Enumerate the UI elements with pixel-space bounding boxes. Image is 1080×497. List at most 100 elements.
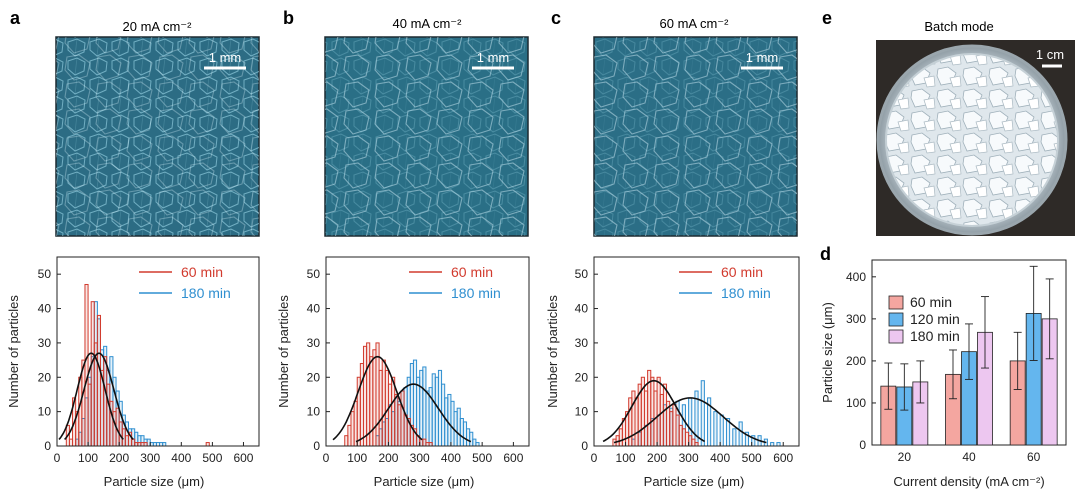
panel-label-e: e [822,8,832,28]
panel-title-c: 60 mA cm⁻² [660,16,730,31]
y-tick-label: 20 [38,370,52,384]
axes-frame [593,256,800,447]
y-tick-label: 0 [581,439,588,453]
histogram-bar [713,411,718,447]
x-tick-label: 0 [323,451,330,465]
x-tick-label: 300 [410,451,430,465]
legend-swatch [888,329,904,344]
y-axis-label: Particle size (μm) [820,302,835,403]
x-tick-label: 600 [773,451,793,465]
histogram-bar [143,442,148,447]
x-axis-label: Current density (mA cm⁻²) [893,474,1044,489]
legend-swatch [888,295,904,310]
histogram-bar [475,442,480,447]
histogram-bar [162,442,167,447]
x-tick-label: 400 [441,451,461,465]
legend-label: 180 min [451,285,501,301]
bar-chart-d: 20 40 60 0 100 200 300 400 Current density (mA c… [820,259,1067,489]
legend-label: 60 min [910,294,952,310]
x-tick-label: 200 [109,451,129,465]
x-tick-label: 400 [171,451,191,465]
y-tick-label: 50 [575,267,589,281]
y-tick-label: 100 [846,396,866,410]
y-tick-label: 200 [846,354,866,368]
y-tick-label: 30 [38,336,52,350]
panel-title-a: 20 mA cm⁻² [123,19,193,34]
y-tick-label: 30 [307,336,321,350]
histogram-bar [732,428,737,447]
x-tick-label: 100 [347,451,367,465]
y-tick-label: 40 [307,302,321,316]
y-tick-label: 20 [307,370,321,384]
histogram-bar [428,442,433,447]
fit-curve [355,383,472,443]
panel-label-c: c [551,8,561,28]
y-tick-label: 10 [307,405,321,419]
series-60-min [65,283,210,447]
x-tick-label: 200 [647,451,667,465]
batch-photo-e: 1 cm [876,40,1075,236]
histogram-bar [700,380,705,447]
histogram-bar [694,442,699,447]
x-tick-label: 20 [898,450,912,464]
fit-curve [332,355,423,441]
y-tick-label: 0 [313,439,320,453]
x-tick-label: 300 [679,451,699,465]
histogram-bar [770,442,775,447]
y-tick-label: 40 [575,302,589,316]
panel-title-e: Batch mode [924,19,993,34]
histogram-bar [776,442,781,447]
y-axis-label: Number of particles [545,295,560,408]
y-axis-label: Number of particles [6,295,21,408]
legend-label: 180 min [910,328,960,344]
y-tick-label: 50 [307,267,321,281]
axes-frame [325,256,530,447]
panel-label-d: d [820,244,831,264]
histogram-a: 0 100 200 300 400 500 600 0 10 20 30 40 50 Particle s… [6,256,260,489]
fit-curve [58,352,124,440]
panel-label-b: b [283,8,294,28]
histogram-bar [205,442,210,447]
scale-bar-label: 1 mm [209,50,242,65]
legend-label: 60 min [181,264,223,280]
y-tick-label: 0 [44,439,51,453]
y-tick-label: 20 [575,370,589,384]
scale-bar-label: 1 mm [746,50,779,65]
micrograph-b: 1 mm [324,36,529,237]
legend-label: 180 min [721,285,771,301]
x-tick-label: 400 [710,451,730,465]
x-tick-label: 300 [140,451,160,465]
x-tick-label: 600 [233,451,253,465]
legend-swatch [888,312,904,327]
panel-label-a: a [10,8,21,28]
y-tick-label: 400 [846,270,866,284]
micrograph-a: 1 mm [55,36,260,237]
micrograph-c: 1 mm [593,36,798,237]
x-tick-label: 0 [591,451,598,465]
x-tick-label: 60 [1027,450,1041,464]
y-tick-label: 50 [38,267,52,281]
histogram-c: 0 100 200 300 400 500 600 0 10 20 30 40 50 Particle s… [545,256,800,489]
y-tick-label: 0 [859,438,866,452]
fit-curve [602,379,706,443]
y-tick-label: 30 [575,336,589,350]
y-tick-label: 10 [38,405,52,419]
x-tick-label: 500 [202,451,222,465]
x-tick-label: 600 [503,451,523,465]
x-tick-label: 40 [962,450,976,464]
y-tick-label: 40 [38,302,52,316]
y-axis-label: Number of particles [276,295,291,408]
panel-title-b: 40 mA cm⁻² [393,16,463,31]
legend-label: 60 min [721,264,763,280]
axes-frame [56,256,260,447]
legend-label: 180 min [181,285,231,301]
x-axis-label: Particle size (μm) [374,474,475,489]
x-axis-label: Particle size (μm) [644,474,745,489]
fit-curve [64,352,134,440]
x-axis-label: Particle size (μm) [104,474,205,489]
x-tick-label: 100 [616,451,636,465]
y-tick-label: 300 [846,312,866,326]
x-tick-label: 500 [742,451,762,465]
fit-curve [613,397,767,444]
